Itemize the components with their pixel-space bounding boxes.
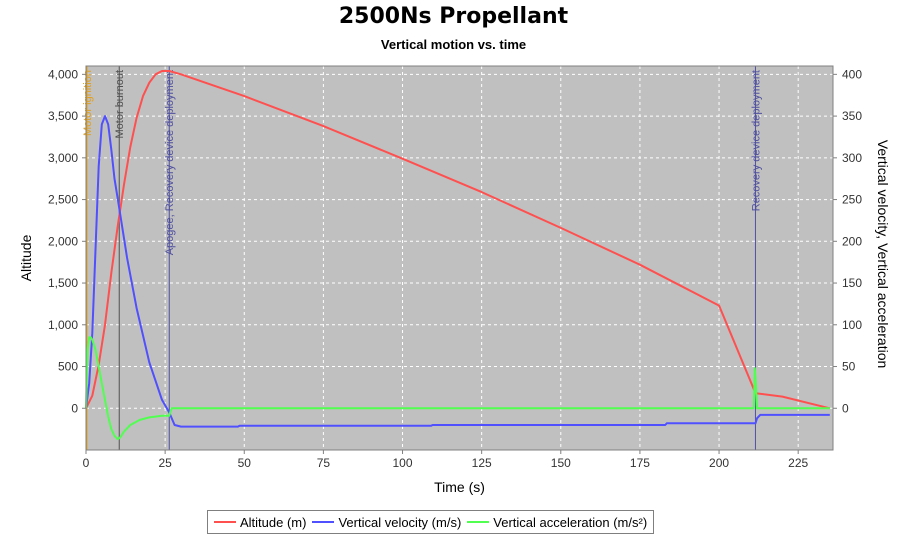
x-tick-label: 0 xyxy=(83,456,90,470)
legend-swatch-velocity xyxy=(312,521,335,523)
right-tick-label: 200 xyxy=(842,234,862,248)
x-tick-label: 25 xyxy=(158,456,172,470)
x-tick-label: 175 xyxy=(630,456,650,470)
left-tick-label: 1,000 xyxy=(48,318,78,332)
x-tick-label: 100 xyxy=(393,456,413,470)
x-tick-label: 50 xyxy=(238,456,252,470)
right-tick-label: 100 xyxy=(842,318,862,332)
right-tick-label: 250 xyxy=(842,193,862,207)
legend-item-altitude: Altitude (m) xyxy=(214,515,306,530)
x-axis-ticks: 0 25 50 75 100 125 150 175 200 225 xyxy=(83,450,809,470)
legend-swatch-altitude xyxy=(214,521,236,523)
legend-label-velocity: Vertical velocity (m/s) xyxy=(338,514,462,530)
right-tick-label: 400 xyxy=(842,67,862,81)
left-tick-label: 3,500 xyxy=(48,109,78,123)
legend-label-altitude: Altitude (m) xyxy=(240,514,307,530)
event-label: Recovery device deployment xyxy=(750,70,762,211)
x-axis-label: Time (s) xyxy=(434,479,485,495)
legend-item-velocity: Vertical velocity (m/s) xyxy=(312,515,461,530)
left-axis-ticks: 0 500 1,000 1,500 2,000 2,500 3,000 3,500 4,000 xyxy=(48,67,86,415)
left-tick-label: 4,000 xyxy=(48,67,78,81)
right-axis-label: Vertical velocity, Vertical acceleration xyxy=(875,140,891,369)
left-axis-label: Altitude xyxy=(18,234,34,281)
right-tick-label: 350 xyxy=(842,109,862,123)
left-tick-label: 3,000 xyxy=(48,151,78,165)
legend-label-acceleration: Vertical acceleration (m/s²) xyxy=(493,514,648,530)
chart-title: 2500Ns Propellant xyxy=(338,4,569,29)
x-tick-label: 200 xyxy=(709,456,729,470)
legend-item-acceleration: Vertical acceleration (m/s²) xyxy=(467,515,647,530)
x-tick-label: 125 xyxy=(472,456,492,470)
series-line-1 xyxy=(85,115,830,428)
chart-subtitle: Vertical motion vs. time xyxy=(380,37,527,52)
left-tick-label: 2,000 xyxy=(48,234,78,248)
left-tick-label: 500 xyxy=(58,360,78,374)
chart-svg: Motor ignition Motor burnout Apogee, Recov… xyxy=(18,65,891,495)
left-tick-label: 1,500 xyxy=(48,276,78,290)
x-tick-label: 150 xyxy=(551,456,571,470)
x-tick-label: 225 xyxy=(788,456,808,470)
plot-area xyxy=(86,66,833,450)
series-line-0 xyxy=(85,70,831,410)
event-label: Apogee, Recovery device deployment xyxy=(164,70,176,255)
left-tick-label: 2,500 xyxy=(48,193,78,207)
right-tick-label: 300 xyxy=(842,151,862,165)
right-tick-label: 0 xyxy=(842,401,849,415)
right-tick-label: 50 xyxy=(842,360,856,374)
event-markers: Motor ignition Motor burnout Apogee, Recov… xyxy=(82,66,762,450)
right-tick-label: 150 xyxy=(842,276,862,290)
legend-swatch-acceleration xyxy=(467,521,490,523)
left-tick-label: 0 xyxy=(71,401,78,415)
series-lines xyxy=(85,70,831,441)
event-label: Motor burnout xyxy=(114,70,126,138)
x-tick-label: 75 xyxy=(317,456,331,470)
legend: Altitude (m) Vertical velocity (m/s) Ver… xyxy=(207,510,655,534)
right-axis-ticks: 0 50 100 150 200 250 300 350 400 xyxy=(833,67,862,415)
plot-border xyxy=(85,65,834,451)
event-label: Motor ignition xyxy=(82,70,94,136)
series-line-2 xyxy=(85,336,830,441)
